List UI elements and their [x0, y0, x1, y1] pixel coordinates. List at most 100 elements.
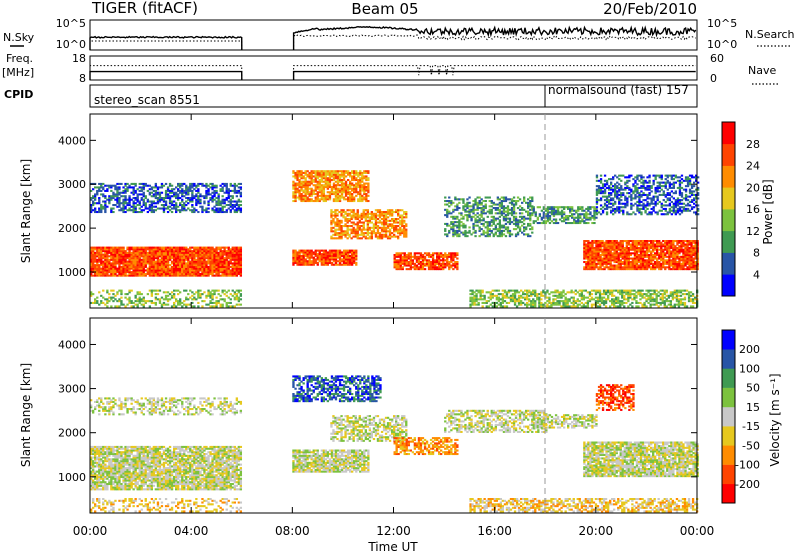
power-cell [334, 180, 338, 183]
power-cell [342, 182, 346, 185]
power-cell [359, 182, 362, 185]
power-cell [340, 211, 343, 214]
power-cell [334, 251, 338, 254]
power-cell [492, 221, 495, 224]
power-cell [136, 274, 139, 277]
power-cell [304, 263, 307, 266]
power-cell [405, 261, 408, 264]
power-cell [144, 264, 147, 267]
power-cell [338, 256, 342, 259]
power-cell [399, 261, 402, 264]
power-cell [235, 267, 239, 270]
power-cell [316, 198, 319, 201]
power-cell [587, 222, 590, 225]
power-cell [393, 226, 396, 229]
power-cell [512, 200, 516, 203]
power-cell [328, 193, 332, 196]
power-cell [308, 177, 311, 180]
power-cell [142, 200, 145, 203]
power-cell [100, 267, 103, 270]
power-cell [423, 257, 427, 260]
power-cell [362, 211, 365, 214]
power-cell [334, 233, 337, 236]
power-cell [306, 251, 309, 254]
power-cell [593, 213, 596, 216]
power-cell [431, 254, 435, 257]
power-cell [434, 259, 437, 262]
power-cell [160, 269, 164, 272]
power-cell [146, 251, 150, 254]
power-cell [357, 186, 360, 189]
power-cell [314, 196, 317, 199]
power-cell [292, 171, 295, 174]
power-cell [177, 265, 180, 268]
power-cell [619, 255, 622, 258]
power-cell [442, 261, 445, 264]
power-cell [134, 274, 137, 277]
power-cell [166, 298, 170, 301]
power-cell [142, 182, 145, 185]
power-cell [635, 247, 639, 250]
power-cell [334, 260, 338, 263]
power-cell [370, 221, 374, 224]
power-cell [189, 182, 192, 185]
power-cell [334, 225, 337, 228]
power-cell [187, 267, 190, 270]
power-cell [635, 250, 639, 253]
power-cell [462, 201, 465, 204]
power-cell [643, 241, 647, 244]
power-cell [235, 298, 239, 301]
power-cell [132, 251, 135, 254]
power-cell [168, 195, 172, 198]
power-cell [595, 262, 598, 265]
power-cell [346, 226, 349, 229]
power-cell [130, 271, 133, 274]
power-cell [448, 231, 451, 234]
power-cell [148, 265, 152, 268]
power-cell [90, 209, 93, 212]
power-cell [645, 262, 649, 265]
power-cell [140, 251, 143, 254]
power-cell [593, 252, 596, 255]
power-cell [225, 198, 228, 201]
power-cell [378, 209, 382, 212]
power-cell [217, 300, 220, 303]
power-cell [527, 210, 530, 213]
power-cell [609, 262, 612, 265]
power-cell [623, 252, 627, 255]
power-cell [365, 186, 368, 189]
power-cell [138, 189, 141, 192]
power-cell [399, 255, 402, 258]
power-cell [405, 223, 408, 226]
power-cell [304, 193, 307, 196]
power-cell [148, 305, 152, 308]
power-cell [603, 257, 606, 260]
power-cell [104, 189, 107, 192]
power-cell [215, 257, 218, 260]
power-cell [108, 184, 111, 187]
power-cell [132, 267, 135, 270]
power-cell [116, 271, 119, 274]
power-cell [168, 200, 172, 203]
power-cell [217, 202, 220, 205]
power-cell [372, 214, 376, 217]
power-cell [162, 197, 166, 200]
power-cell [374, 219, 378, 222]
power-cell [362, 232, 365, 235]
power-cell [179, 250, 182, 253]
power-cell [444, 203, 447, 206]
power-cell [215, 289, 218, 292]
power-cell [189, 250, 192, 253]
power-cell [96, 300, 99, 303]
power-cell [219, 207, 222, 210]
power-cell [476, 205, 479, 208]
power-cell [112, 257, 115, 260]
power-cell [623, 240, 627, 243]
power-cell [326, 253, 330, 256]
power-cell [164, 197, 168, 200]
power-cell [639, 259, 643, 262]
power-cell [324, 261, 328, 264]
power-cell [462, 217, 465, 220]
power-cell [154, 262, 158, 265]
power-cell [450, 259, 453, 262]
